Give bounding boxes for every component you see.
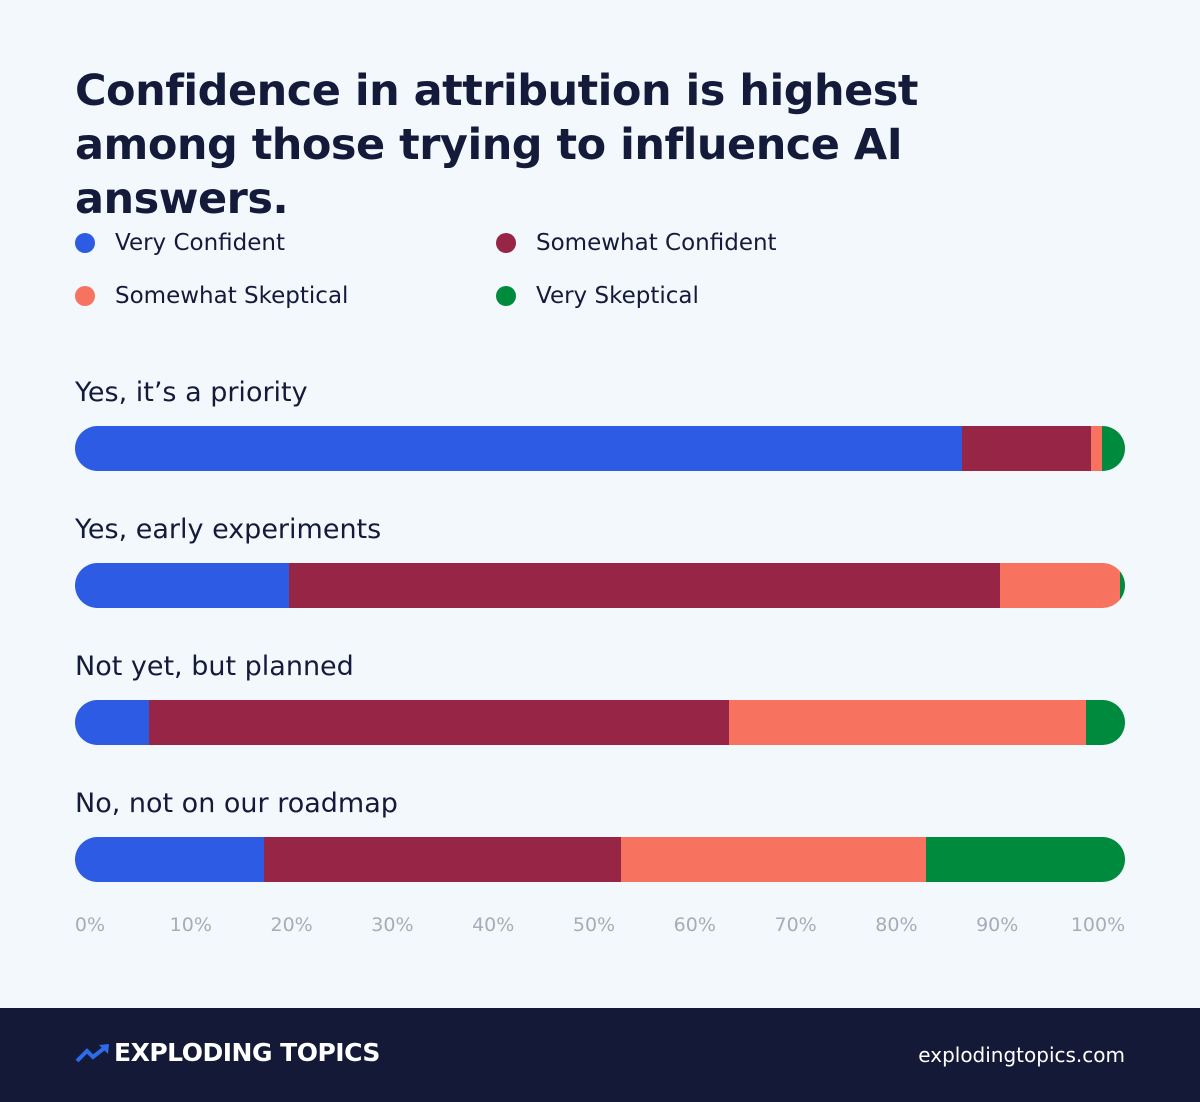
bar-segment — [621, 837, 926, 882]
bar-segment — [75, 563, 290, 608]
x-tick-label: 0% — [74, 914, 106, 936]
bar-segment — [729, 700, 1087, 745]
footer: EXPLODING TOPICS explodingtopics.com — [0, 1008, 1200, 1102]
legend-label: Somewhat Skeptical — [115, 283, 349, 309]
bar-segment — [1119, 563, 1125, 608]
x-tick-label: 80% — [875, 914, 918, 936]
legend-item: Somewhat Skeptical — [75, 283, 348, 309]
x-tick-label: 20% — [270, 914, 313, 936]
x-tick-label: 100% — [1070, 914, 1126, 936]
legend-swatch — [496, 233, 516, 253]
brand-name: EXPLODING TOPICS — [114, 1038, 380, 1067]
bar-segment — [75, 426, 963, 471]
legend-label: Somewhat Confident — [536, 230, 777, 256]
legend-item: Somewhat Confident — [496, 230, 777, 256]
bar-segment — [962, 426, 1092, 471]
stacked-bar — [75, 426, 1125, 471]
bar-segment — [925, 837, 1125, 882]
legend-item: Very Confident — [75, 230, 285, 256]
brand-logo[interactable]: EXPLODING TOPICS — [75, 1038, 380, 1067]
bar-segment — [75, 837, 264, 882]
x-tick-label: 70% — [774, 914, 817, 936]
bar-segment — [264, 837, 621, 882]
legend-item: Very Skeptical — [496, 283, 699, 309]
legend-swatch — [75, 286, 95, 306]
x-tick-label: 60% — [673, 914, 716, 936]
bar-segment — [1000, 563, 1120, 608]
stacked-bar — [75, 563, 1125, 608]
bar-segment — [1086, 700, 1125, 745]
bar-segment — [148, 700, 730, 745]
legend-swatch — [496, 286, 516, 306]
bar-segment — [1101, 426, 1125, 471]
x-tick-label: 30% — [371, 914, 414, 936]
category-label: Yes, it’s a priority — [75, 377, 308, 408]
category-label: No, not on our roadmap — [75, 788, 398, 819]
bar-segment — [1091, 426, 1102, 471]
category-label: Not yet, but planned — [75, 651, 354, 682]
legend-label: Very Confident — [115, 230, 286, 256]
x-tick-label: 40% — [472, 914, 515, 936]
site-url[interactable]: explodingtopics.com — [918, 1043, 1125, 1067]
stacked-bar — [75, 700, 1125, 745]
legend-label: Very Skeptical — [536, 283, 699, 309]
x-tick-label: 10% — [169, 914, 212, 936]
bar-segment — [289, 563, 1001, 608]
stacked-bar — [75, 837, 1125, 882]
legend-swatch — [75, 233, 95, 253]
x-tick-label: 90% — [976, 914, 1019, 936]
trend-arrow-icon — [75, 1043, 109, 1062]
bar-segment — [75, 700, 149, 745]
chart-title: Confidence in attribution is highest amo… — [75, 66, 918, 224]
category-label: Yes, early experiments — [75, 514, 382, 545]
x-tick-label: 50% — [572, 914, 616, 936]
